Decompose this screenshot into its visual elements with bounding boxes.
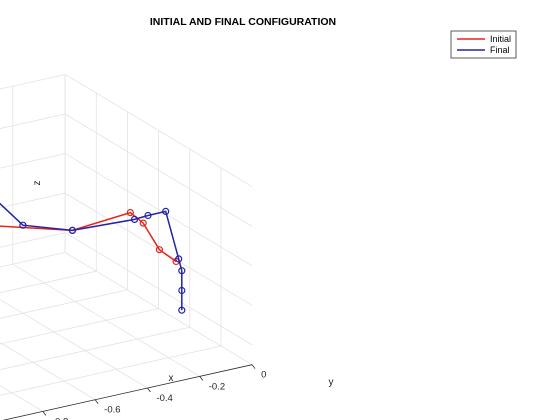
data-point-marker: [68, 226, 77, 234]
y-axis-label: y: [329, 377, 334, 388]
grid-line: [64, 232, 253, 346]
grid-line: [0, 345, 222, 396]
y-tick-label: -0.6: [104, 405, 120, 416]
y-tick-label: 0: [261, 370, 266, 381]
grid-line: [0, 270, 97, 294]
chart-title: INITIAL AND FINAL CONFIGURATION: [150, 16, 336, 28]
grid-lines: [0, 74, 253, 412]
tick-labels: -0.6-0.4-0.200.20.4-0.8-0.6-0.4-0.2000.2…: [52, 370, 266, 420]
grid-line: [0, 385, 44, 412]
legend[interactable]: Initial Final: [450, 30, 517, 59]
y-tick-label: -0.4: [156, 393, 172, 404]
z-axis-label: z: [32, 181, 43, 186]
data-point-marker: [178, 267, 186, 275]
grid-line: [0, 153, 66, 169]
grid-line: [0, 342, 96, 401]
y-tick-label: -0.2: [209, 381, 225, 392]
x-axis-label: x: [169, 373, 174, 384]
grid-line: [0, 74, 66, 90]
data-point-marker: [178, 306, 186, 314]
data-point-marker: [144, 211, 152, 220]
data-point-marker: [126, 209, 134, 217]
grid-line: [0, 252, 66, 268]
data-point-marker: [19, 221, 27, 229]
legend-label-initial: Initial: [490, 34, 511, 44]
grid-line: [0, 192, 66, 209]
plot-series: [0, 202, 186, 314]
grid-line: [0, 326, 190, 371]
grid-line: [0, 232, 66, 248]
series-initial: [0, 209, 180, 266]
legend-box: [450, 30, 517, 59]
data-point-marker: [178, 286, 186, 295]
y-tick-mark: [94, 399, 99, 404]
data-point-marker: [155, 246, 163, 254]
y-tick-mark: [147, 387, 151, 393]
data-point-marker: [162, 207, 170, 215]
grid-line: [64, 153, 253, 267]
grid-line: [64, 113, 253, 227]
grid-line: [12, 263, 200, 377]
y-tick-mark: [199, 376, 204, 381]
series-line: [0, 202, 183, 311]
grid-line: [64, 252, 253, 366]
legend-label-final: Final: [490, 45, 510, 55]
y-tick-mark: [42, 411, 47, 416]
data-point-marker: [130, 215, 139, 223]
series-line: [0, 211, 177, 263]
series-final: [0, 202, 186, 314]
y-tick-mark: [251, 364, 256, 369]
axes-frame: [2, 364, 256, 420]
y-axis-line: [2, 364, 253, 420]
grid-line: [0, 308, 159, 345]
grid-line: [0, 299, 148, 389]
y-tick-label: -0.8: [52, 416, 68, 420]
grid-line: [64, 74, 253, 188]
grid-line: [0, 289, 128, 319]
data-point-marker: [175, 255, 183, 263]
grid-line: [0, 113, 66, 129]
data-point-marker: [139, 219, 147, 227]
